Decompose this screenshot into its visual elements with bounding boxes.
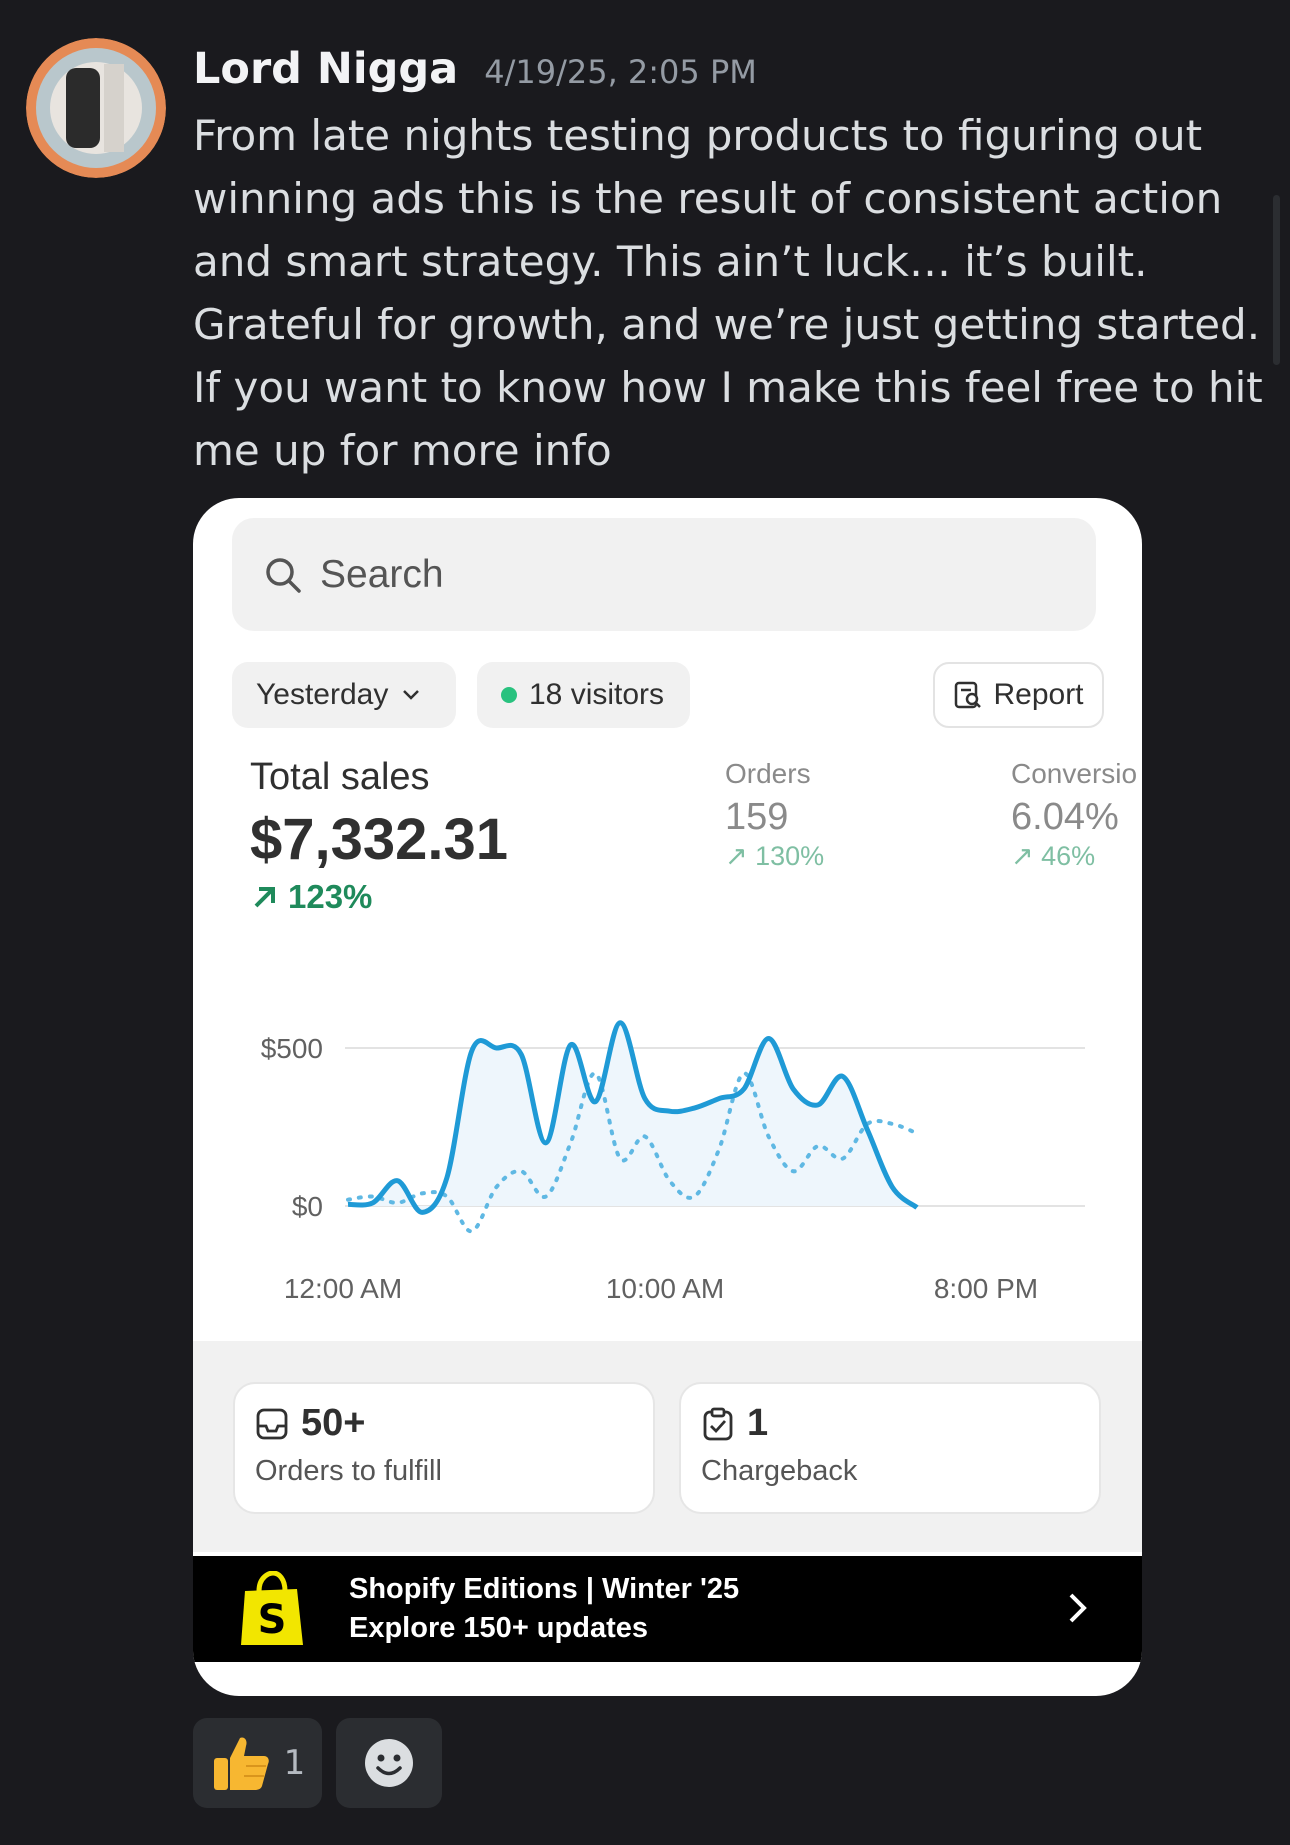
reaction-count: 1 [283,1743,306,1783]
report-icon [955,681,982,709]
add-reaction-button[interactable] [336,1718,442,1808]
orders-change-value: 130% [755,841,825,871]
total-sales-change: 123% [250,878,372,916]
orders-to-fulfill-label: Orders to fulfill [255,1455,442,1487]
total-sales-label: Total sales [250,756,430,798]
x-tick-label: 8:00 PM [934,1273,1038,1304]
orders-label: Orders [725,758,811,789]
date-filter-dropdown[interactable]: Yesterday [232,662,456,728]
thumbs-up-icon [213,1737,269,1790]
conversion-change-value: 46% [1041,841,1096,871]
message-timestamp: 4/19/25, 2:05 PM [484,53,757,91]
report-label: Report [993,678,1084,711]
conversion-value: 6.04% [1011,796,1119,838]
conversion-label: Conversio [1011,758,1138,789]
banner-subtitle: Explore 150+ updates [349,1612,648,1644]
username[interactable]: Lord Nigga [193,44,459,94]
shopify-editions-banner[interactable]: S Shopify Editions | Winter '25 Explore … [193,1556,1142,1662]
search-bar[interactable]: Search [232,518,1096,631]
x-tick-label: 10:00 AM [606,1273,724,1304]
y-tick-label: $0 [292,1191,323,1222]
report-button[interactable]: Report [933,662,1104,728]
orders-value: 159 [725,796,789,838]
previous-period-line [346,1071,919,1234]
total-sales-change-value: 123% [288,878,373,915]
search-placeholder: Search [320,552,444,596]
scrollbar[interactable] [1273,195,1280,365]
clipboard-check-icon [703,1407,733,1440]
add-reaction-icon [365,1739,413,1787]
current-period-line [347,1020,919,1215]
banner-title: Shopify Editions | Winter '25 [349,1573,740,1605]
chargeback-value: 1 [747,1402,769,1444]
arrow-up-right-icon [254,887,275,908]
chevron-right-icon [1069,1593,1087,1623]
svg-text:S: S [258,1597,287,1643]
orders-to-fulfill-card[interactable]: 50+ Orders to fulfill [233,1382,655,1514]
shopify-bag-icon: S [241,1571,303,1645]
conversion-change: ↗ 46% [1011,841,1095,872]
live-dot-icon [501,687,517,703]
sales-chart: $500 $0 12:00 AM 10:00 AM 8:00 PM [261,1020,1085,1304]
current-series-area [348,1022,917,1213]
search-icon [266,557,301,593]
arrow-up-right-icon: ↗ [725,841,756,871]
visitors-chip[interactable]: 18 visitors [477,662,690,728]
chargeback-card[interactable]: 1 Chargeback [679,1382,1101,1514]
inbox-icon [256,1408,288,1439]
x-tick-label: 12:00 AM [284,1273,402,1304]
image-attachment[interactable]: Search Yesterday 18 visitors Report Tota… [193,498,1142,1696]
orders-to-fulfill-value: 50+ [301,1402,366,1444]
total-sales-value: $7,332.31 [250,807,509,872]
arrow-up-right-icon: ↗ [1011,841,1042,871]
thumbs-up-reaction[interactable]: 1 [193,1718,322,1808]
y-tick-label: $500 [261,1033,323,1064]
visitors-label: 18 visitors [529,678,665,711]
avatar[interactable] [26,38,166,178]
date-filter-label: Yesterday [256,678,389,711]
chevron-down-icon [403,690,420,700]
message-text: From late nights testing products to fig… [193,111,1263,475]
chargeback-label: Chargeback [701,1455,858,1487]
orders-change: ↗ 130% [725,841,824,872]
